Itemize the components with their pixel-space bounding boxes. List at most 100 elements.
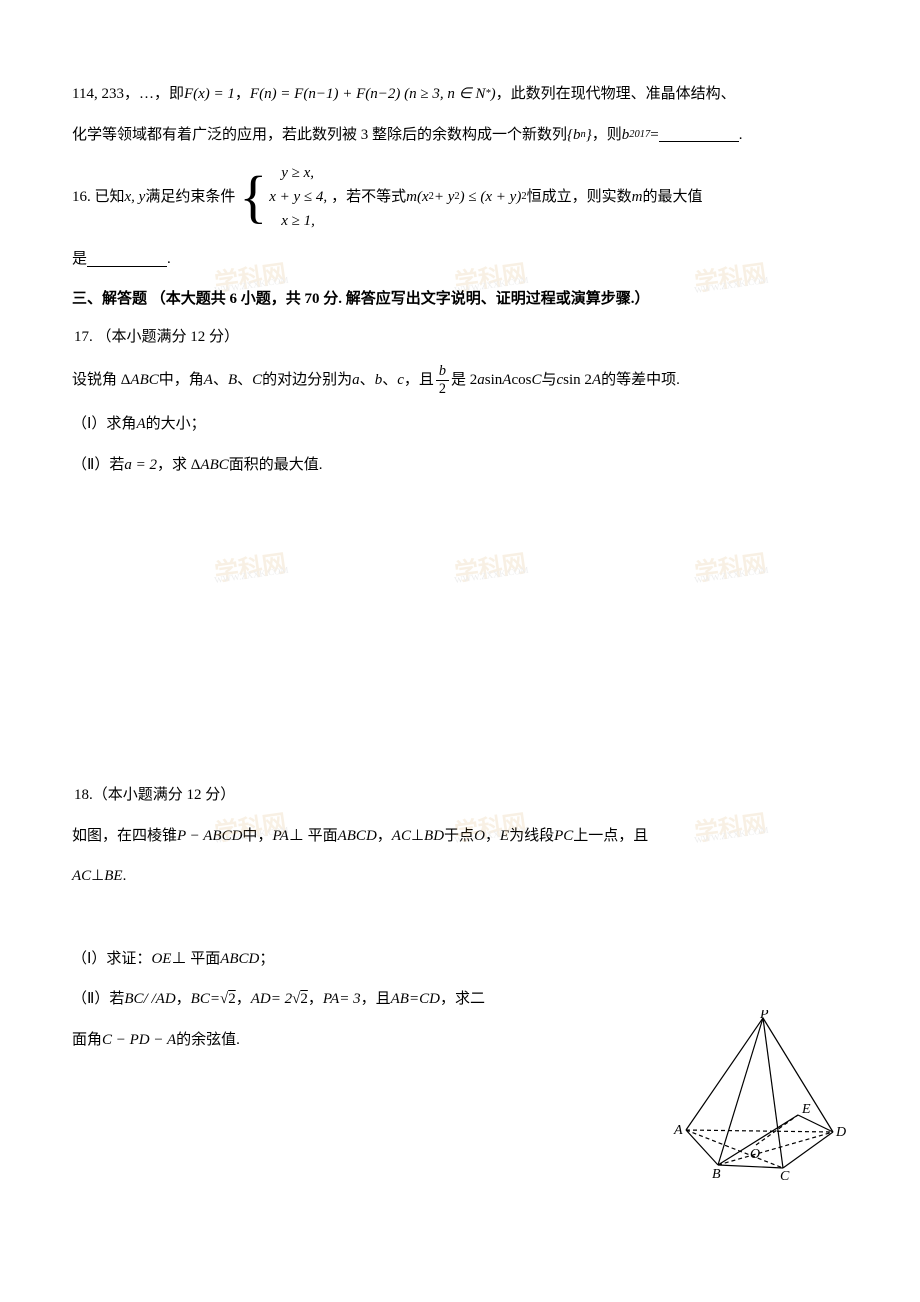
q17-abc: ABC bbox=[130, 366, 158, 395]
q17-c2: c bbox=[557, 366, 564, 395]
q17-a: a bbox=[352, 366, 360, 395]
q16-label: 16. 已知 bbox=[72, 183, 125, 212]
q17-C2: C bbox=[531, 366, 541, 395]
q18-l1d: 为线段 bbox=[509, 822, 554, 851]
q17-B: B bbox=[228, 366, 237, 395]
q17-A: A bbox=[204, 366, 213, 395]
q15-blank[interactable] bbox=[659, 127, 739, 142]
q16-period: . bbox=[167, 245, 171, 274]
q17-p1a: （Ⅰ）求角 bbox=[72, 410, 136, 439]
label-D: D bbox=[835, 1125, 846, 1140]
eq3: = 3 bbox=[339, 985, 360, 1014]
cond3: x ≥ 1, bbox=[269, 209, 327, 233]
spacer-2 bbox=[72, 905, 848, 945]
sin2: sin 2 bbox=[563, 366, 592, 395]
q17-C: C bbox=[252, 366, 262, 395]
q15-sep1: ， bbox=[235, 80, 250, 109]
q17-l1d: ，且 bbox=[404, 366, 434, 395]
q18-l1c: 于点 bbox=[444, 822, 474, 851]
cond2: x + y ≤ 4, bbox=[269, 185, 327, 209]
pc: PC bbox=[554, 822, 573, 851]
ab: AB bbox=[391, 985, 409, 1014]
bc2: BC bbox=[191, 985, 210, 1014]
q17-p1b: 的大小； bbox=[146, 410, 206, 439]
be: BE bbox=[104, 862, 122, 891]
par: / / bbox=[144, 985, 156, 1014]
q18-l3b: 的余弦值. bbox=[176, 1026, 240, 1055]
q17-a2: a bbox=[477, 366, 485, 395]
q15-prefix: 114, 233，…，即 bbox=[72, 80, 184, 109]
perp4: ⊥ 平面 bbox=[171, 945, 220, 974]
b2017: b bbox=[622, 121, 630, 150]
q15-then: ，则 bbox=[592, 121, 622, 150]
ad2: AD bbox=[251, 985, 271, 1014]
s3: 、 bbox=[360, 366, 375, 395]
q17-line1: 设锐角 ΔABC 中，角 A、B、C 的对边分别为 a、b、c ，且 b 2 是… bbox=[72, 363, 848, 398]
q17-l1b: 中，角 bbox=[159, 366, 204, 395]
bn: b bbox=[573, 121, 581, 150]
bc: BC bbox=[124, 985, 143, 1014]
q15-f1: F(x) = 1 bbox=[184, 80, 235, 109]
q18-label: 18.（本小题满分 12 分） bbox=[72, 781, 848, 810]
q17-c: c bbox=[397, 366, 404, 395]
q17-l1a: 设锐角 Δ bbox=[72, 366, 130, 395]
abcd: ABCD bbox=[338, 822, 377, 851]
q17-p2c: 面积的最大值. bbox=[229, 451, 323, 480]
q18-p2a: （Ⅱ）若 bbox=[72, 985, 124, 1014]
label-P: P bbox=[759, 1010, 769, 1022]
q17-abc2: ABC bbox=[200, 451, 228, 480]
q18-l3a: 面角 bbox=[72, 1026, 102, 1055]
q16-l2: 是 bbox=[72, 245, 87, 274]
q15-line2: 化学等领域都有着广泛的应用，若此数列被 3 整除后的余数构成一个新数列 {bn}… bbox=[72, 121, 848, 150]
q18-line1: 如图，在四棱锥 P − ABCD 中，PA ⊥ 平面 ABCD ， AC ⊥ B… bbox=[72, 822, 848, 851]
q16-t3: 恒成立，则实数 bbox=[527, 183, 632, 212]
frac-num: b bbox=[436, 363, 449, 381]
q18-l1b: 中， bbox=[242, 822, 272, 851]
q17-A4: A bbox=[136, 410, 145, 439]
label-C: C bbox=[780, 1169, 790, 1180]
section-3-header: 三、解答题 （本大题共 6 小题，共 70 分. 解答应写出文字说明、证明过程或… bbox=[72, 286, 848, 313]
frac-den: 2 bbox=[436, 381, 449, 398]
pa2: PA bbox=[323, 985, 339, 1014]
perp2: ⊥ bbox=[411, 822, 424, 851]
E: E bbox=[500, 822, 509, 851]
semi: ； bbox=[259, 945, 274, 974]
q18-p1a: （Ⅰ）求证： bbox=[72, 945, 151, 974]
q17-part2: （Ⅱ）若 a = 2，求 ΔABC 面积的最大值. bbox=[72, 451, 848, 480]
bd: BD bbox=[424, 822, 444, 851]
eq1: = bbox=[210, 985, 220, 1014]
q15-eq: = bbox=[650, 121, 658, 150]
cos1: cos bbox=[511, 366, 531, 395]
frac-b-2: b 2 bbox=[436, 363, 449, 398]
cond1: y ≥ x, bbox=[269, 161, 327, 185]
q17-l1c: 的对边分别为 bbox=[262, 366, 352, 395]
q17-l1e: 是 2 bbox=[451, 366, 477, 395]
q15-l2a: 化学等领域都有着广泛的应用，若此数列被 3 整除后的余数构成一个新数列 bbox=[72, 121, 567, 150]
q18-p2b: ，求二 bbox=[440, 985, 485, 1014]
ineq-p2: ) ≤ (x + y) bbox=[460, 183, 522, 212]
spacer-1 bbox=[72, 491, 848, 781]
q15-f2: F(n) = F(n−1) + F(n−2) (n ≥ 3, n ∈ N bbox=[250, 80, 486, 109]
perp1: ⊥ 平面 bbox=[289, 822, 338, 851]
q16-t4: 的最大值 bbox=[642, 183, 702, 212]
q16-line2: 是 . bbox=[72, 245, 848, 274]
label-E: E bbox=[801, 1102, 811, 1117]
q18-part1: （Ⅰ）求证：OE ⊥ 平面 ABCD； bbox=[72, 945, 632, 974]
c6: ，且 bbox=[361, 985, 391, 1014]
sin1: sin bbox=[485, 366, 503, 395]
c2: ， bbox=[485, 822, 500, 851]
q16-blank[interactable] bbox=[87, 252, 167, 267]
constraint-block: { y ≥ x, x + y ≤ 4, x ≥ 1, bbox=[239, 161, 327, 233]
brace-content: y ≥ x, x + y ≤ 4, x ≥ 1, bbox=[269, 161, 327, 233]
s2: 、 bbox=[237, 366, 252, 395]
label-A: A bbox=[673, 1123, 683, 1138]
c1: ， bbox=[377, 822, 392, 851]
s1: 、 bbox=[213, 366, 228, 395]
cd: CD bbox=[419, 985, 440, 1014]
ineq-m: m bbox=[406, 183, 417, 212]
q17-aeq: a = 2 bbox=[124, 451, 157, 480]
eq2: = 2 bbox=[271, 985, 292, 1014]
and: 与 bbox=[541, 366, 556, 395]
q15-line1: 114, 233，…，即 F(x) = 1 ， F(n) = F(n−1) + … bbox=[72, 80, 848, 109]
pa: PA bbox=[272, 822, 288, 851]
